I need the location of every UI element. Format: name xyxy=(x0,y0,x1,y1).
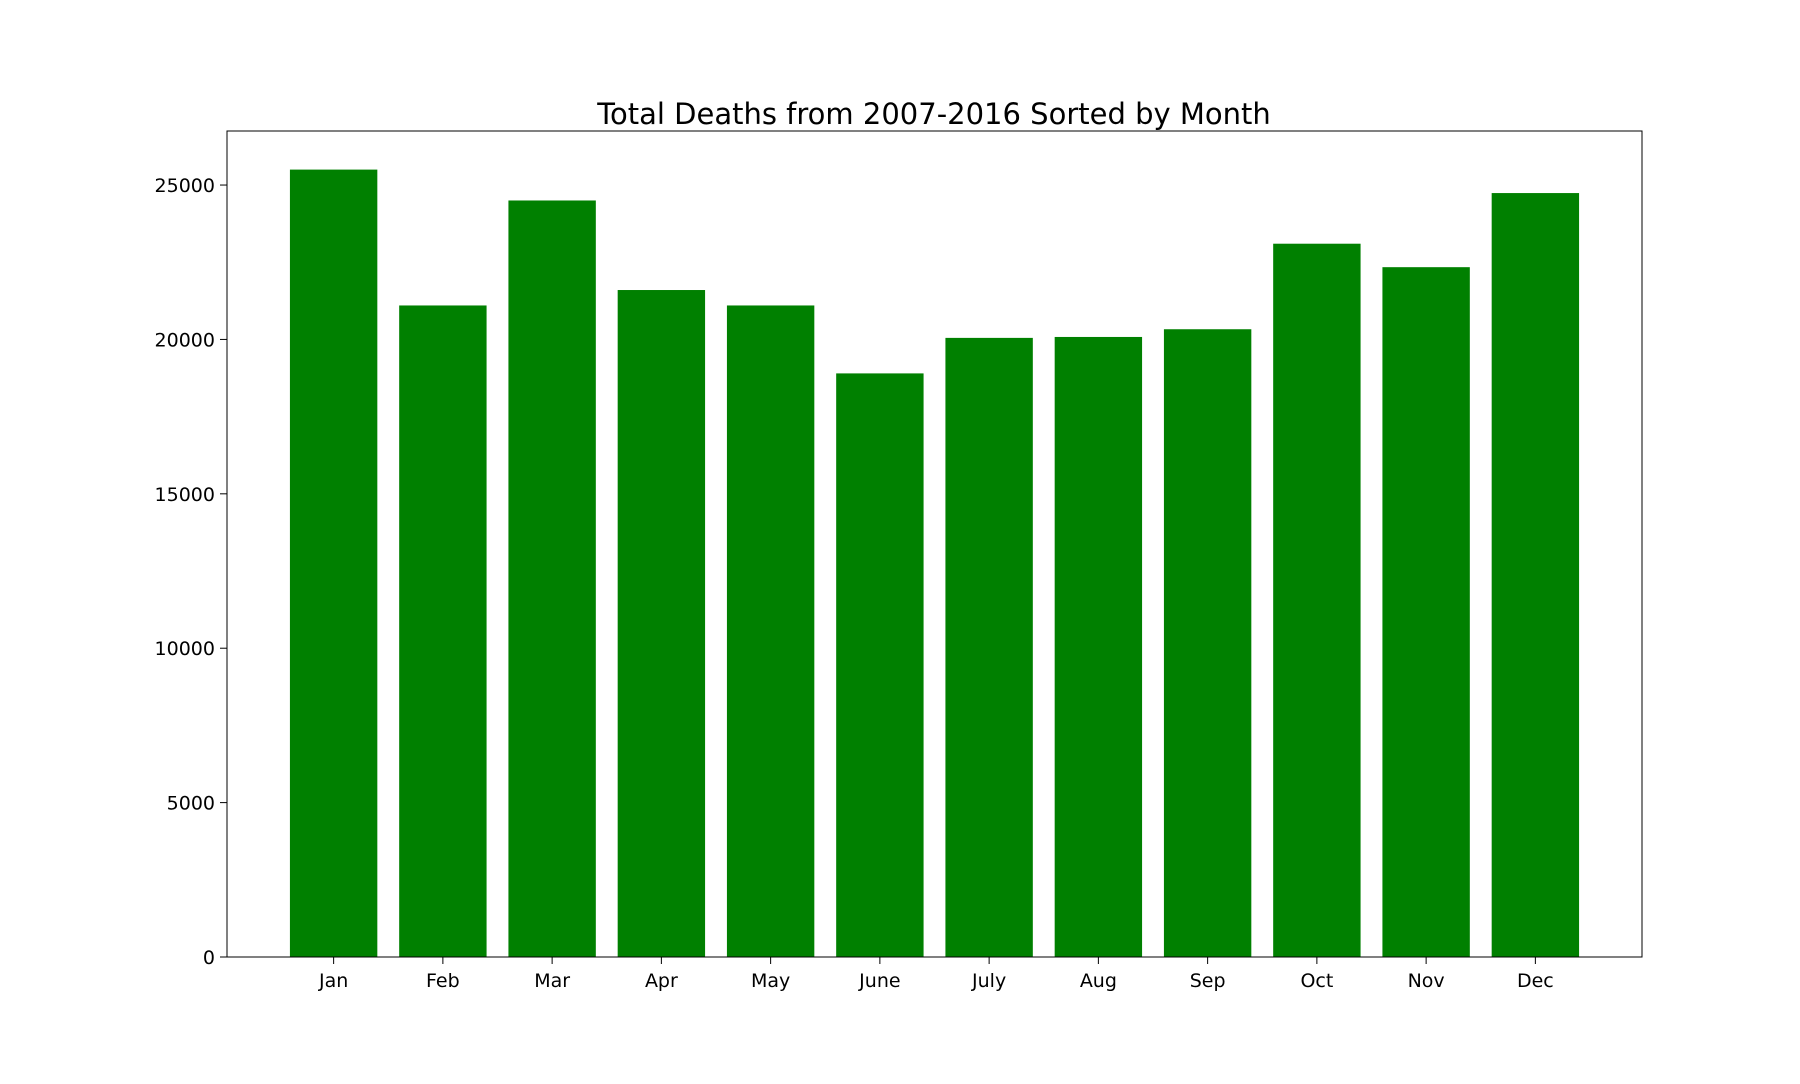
y-tick-label: 10000 xyxy=(155,638,215,660)
bar-jan xyxy=(289,169,378,957)
bar-feb xyxy=(399,305,487,957)
y-tick-label: 15000 xyxy=(155,484,215,506)
bar-apr xyxy=(617,290,706,957)
bar-nov xyxy=(1382,267,1470,957)
bars-group xyxy=(289,169,1580,958)
x-tick-label: Oct xyxy=(1300,970,1333,992)
y-tick-label: 5000 xyxy=(167,793,215,815)
x-tick-label: Sep xyxy=(1190,970,1226,992)
y-axis: 0 5000 10000 15000 20000 25000 xyxy=(155,175,227,969)
bar-aug xyxy=(1054,336,1143,958)
x-tick-label: Aug xyxy=(1080,970,1117,992)
y-tick-label: 0 xyxy=(203,947,215,969)
plot-area-frame xyxy=(226,130,1643,958)
x-tick-label: June xyxy=(858,970,900,992)
bar-oct xyxy=(1273,243,1361,957)
x-tick-label: Dec xyxy=(1517,970,1554,992)
y-tick-label: 20000 xyxy=(155,329,215,351)
bar-may xyxy=(726,305,815,957)
x-axis: Jan Feb Mar Apr May June July Aug Sep Oct Nov Dec xyxy=(318,957,1554,992)
bar-mar xyxy=(508,200,596,958)
x-tick-label: Nov xyxy=(1408,970,1445,992)
x-tick-label: May xyxy=(751,970,790,992)
chart-title: Total Deaths from 2007-2016 Sorted by Mo… xyxy=(596,97,1271,131)
x-tick-label: Feb xyxy=(426,970,460,992)
x-tick-label: Mar xyxy=(534,970,570,992)
x-tick-label: July xyxy=(971,970,1006,992)
bar-sep xyxy=(1163,329,1252,957)
bar-june xyxy=(836,373,924,958)
y-tick-label: 25000 xyxy=(155,175,215,197)
bar-dec xyxy=(1491,193,1580,957)
x-tick-label: Apr xyxy=(645,970,678,992)
x-tick-label: Jan xyxy=(318,970,348,992)
bar-july xyxy=(945,337,1033,957)
